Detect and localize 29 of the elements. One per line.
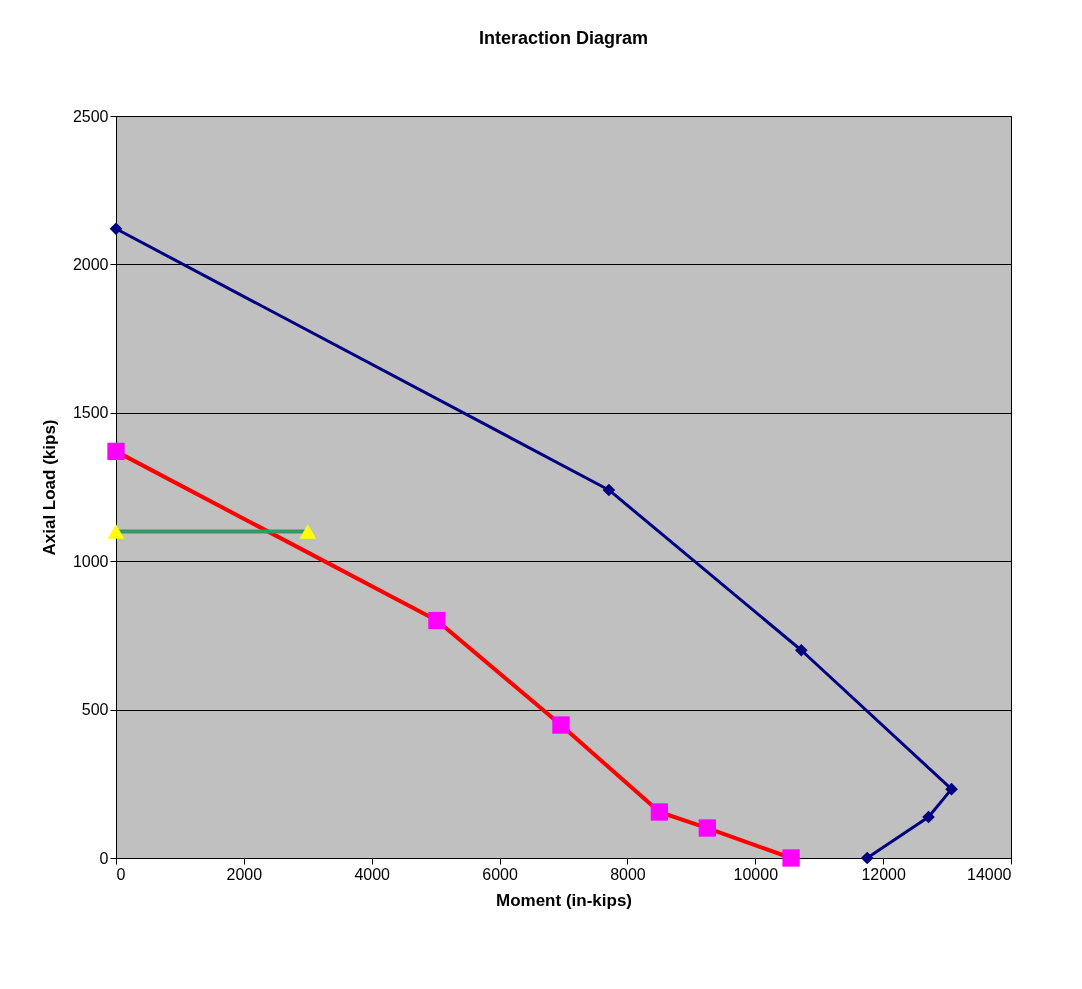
y-tick-label: 500 [81,701,109,719]
point [109,222,123,236]
point [698,819,716,837]
point [794,643,808,657]
y-tick-label: 1000 [72,552,109,570]
point [552,716,570,734]
point [107,442,125,461]
y-tick-label: 1500 [72,404,109,422]
x-tick-label: 4000 [354,865,391,883]
x-tick-label: 10000 [733,865,779,883]
x-tick-label: 12000 [861,865,906,883]
y-tick-label: 2500 [72,107,109,125]
chart-title: Interaction Diagram [478,28,649,48]
point [860,851,874,865]
point [602,483,616,497]
x-tick-label: 0 [116,865,126,883]
x-axis-title: Moment (in-kips) [496,890,632,910]
x-tick-label: 8000 [610,865,646,883]
y-tick-label: 0 [99,849,109,867]
x-tick-label: 6000 [482,865,518,883]
y-axis-title: Axial Load (kips) [39,419,59,556]
point [650,803,669,821]
point [782,849,800,867]
x-tick-label: 2000 [226,865,263,883]
point [945,782,958,796]
x-tick-label: 14000 [967,865,1012,883]
y-tick-label: 2000 [72,255,109,273]
point [428,611,446,630]
point [922,810,935,824]
